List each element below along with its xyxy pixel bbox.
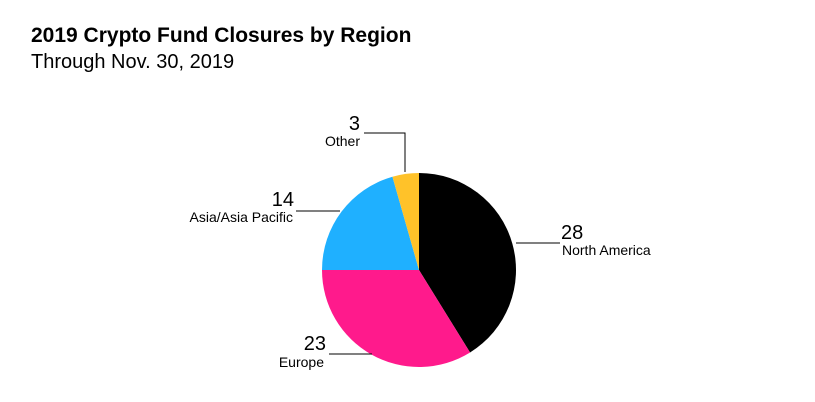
label-europe: Europe: [279, 354, 324, 370]
value-europe: 23: [304, 333, 326, 355]
label-other: Other: [325, 133, 360, 149]
chart-title: 2019 Crypto Fund Closures by Region: [31, 24, 412, 47]
label-asia: Asia/Asia Pacific: [190, 209, 293, 225]
chart-subtitle: Through Nov. 30, 2019: [31, 51, 235, 73]
value-north-america: 28: [561, 222, 583, 244]
slice-asia-asia-pacific: [322, 176, 419, 270]
slice-europe: [322, 270, 471, 367]
value-asia: 14: [272, 189, 294, 211]
value-other: 3: [349, 113, 360, 135]
leader-other: [364, 132, 406, 172]
label-north-america: North America: [562, 242, 651, 258]
slice-other: [392, 173, 419, 270]
slice-north-america: [419, 173, 516, 353]
